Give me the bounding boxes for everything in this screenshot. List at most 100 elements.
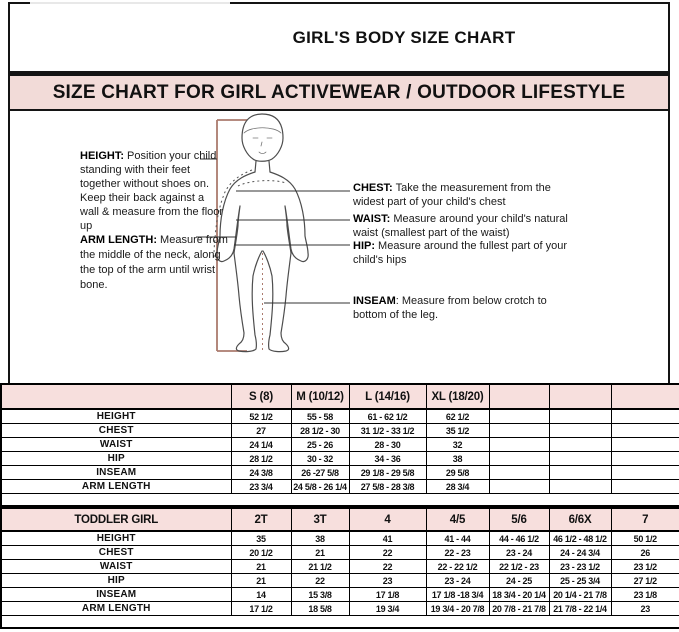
- girls-table-body: HEIGHT 52 1/2 55 - 58 61 - 62 1/2 62 1/2 CHES…: [0, 408, 679, 507]
- measurement-row: CHEST 27 28 1/2 - 30 31 1/2 - 33 1/2 35 1/2: [0, 423, 679, 438]
- leader-lines: [196, 158, 350, 304]
- size-value: [610, 479, 679, 494]
- banner: SIZE CHART FOR GIRL ACTIVEWEAR / OUTDOOR…: [8, 73, 670, 111]
- size-value: [548, 437, 612, 452]
- toddler-table-head: TODDLER GIRL 2T 3T 4 4/5 5/6 6/6X 7: [0, 507, 679, 532]
- size-header: M (10/12): [290, 383, 350, 410]
- inseam-annotation-text: : Measure from below crotch to bottom of…: [353, 295, 547, 321]
- size-header: 4/5: [425, 507, 490, 532]
- size-value: 15 3/8: [290, 587, 350, 602]
- size-value: 26 -27 5/8: [290, 465, 350, 480]
- size-header: [488, 383, 550, 410]
- size-value: 23 1/2: [610, 559, 679, 574]
- size-value: 19 3/4 - 20 7/8: [425, 601, 490, 616]
- size-value: 35 1/2: [425, 423, 490, 438]
- size-value: 28 3/4: [425, 479, 490, 494]
- size-value: 14: [230, 587, 292, 602]
- row-label: WAIST: [0, 437, 232, 452]
- size-header-row: TODDLER GIRL 2T 3T 4 4/5 5/6 6/6X 7: [0, 507, 679, 532]
- size-value: 26: [610, 545, 679, 560]
- size-value: [548, 451, 612, 466]
- size-value: 25 - 26: [290, 437, 350, 452]
- size-value: [548, 408, 612, 424]
- hip-annotation-label: HIP:: [353, 240, 375, 252]
- size-value: 32: [425, 437, 490, 452]
- measurement-row: ARM LENGTH 17 1/2 18 5/8 19 3/4 19 3/4 - 20 …: [0, 601, 679, 616]
- size-value: 21: [230, 573, 292, 588]
- size-value: 23 1/8: [610, 587, 679, 602]
- size-value: 18 3/4 - 20 1/4: [488, 587, 550, 602]
- size-value: 27: [230, 423, 292, 438]
- row-label: INSEAM: [0, 587, 232, 602]
- inseam-annotation: INSEAM: Measure from below crotch to bot…: [353, 294, 575, 322]
- measurement-row: HEIGHT 35 38 41 41 - 44 44 - 46 1/2 46 1/2 - 4…: [0, 530, 679, 546]
- size-value: 28 1/2: [230, 451, 292, 466]
- size-value: 41: [348, 530, 427, 546]
- size-value: 23 - 24: [488, 545, 550, 560]
- arm-length-annotation-text: Measure from the middle of the neck, alo…: [80, 234, 228, 291]
- hip-annotation-text: Measure around the fullest part of your …: [353, 240, 567, 266]
- size-value: 20 1/2: [230, 545, 292, 560]
- size-value: [488, 479, 550, 494]
- size-value: 21 7/8 - 22 1/4: [548, 601, 612, 616]
- row-label-header: TODDLER GIRL: [0, 507, 232, 532]
- size-value: [488, 423, 550, 438]
- inseam-annotation-label: INSEAM: [353, 295, 396, 307]
- size-value: 24 5/8 - 26 1/4: [290, 479, 350, 494]
- spacer-cell: [1, 493, 679, 507]
- row-label-header: [0, 383, 232, 410]
- size-value: [488, 465, 550, 480]
- height-annotation-label: HEIGHT:: [80, 150, 124, 162]
- size-value: 55 - 58: [290, 408, 350, 424]
- size-value: 44 - 46 1/2: [488, 530, 550, 546]
- spacer-row: [1, 615, 679, 629]
- size-header: L (14/16): [348, 383, 427, 410]
- child-figure-svg: [196, 113, 350, 353]
- waist-annotation-text: Measure around your child's natural wais…: [353, 213, 568, 239]
- face-details: [243, 127, 282, 154]
- size-value: 22 - 23: [425, 545, 490, 560]
- size-value: 21 1/2: [290, 559, 350, 574]
- size-value: 34 - 36: [348, 451, 427, 466]
- toddler-size-table: TODDLER GIRL 2T 3T 4 4/5 5/6 6/6X 7 HEIGHT 35 38 4…: [0, 507, 679, 629]
- measurement-row: WAIST 21 21 1/2 22 22 - 22 1/2 22 1/2 - 23 23 …: [0, 559, 679, 574]
- row-label: HEIGHT: [0, 530, 232, 546]
- arm-length-annotation: ARM LENGTH: Measure from the middle of t…: [80, 233, 230, 293]
- size-value: 18 5/8: [290, 601, 350, 616]
- size-value: 27 1/2: [610, 573, 679, 588]
- size-value: 61 - 62 1/2: [348, 408, 427, 424]
- size-value: 52 1/2: [230, 408, 292, 424]
- size-value: 21: [230, 559, 292, 574]
- chest-annotation-text: Take the measurement from the widest par…: [353, 182, 551, 208]
- size-value: 17 1/8 -18 3/4: [425, 587, 490, 602]
- size-value: 28 1/2 - 30: [290, 423, 350, 438]
- size-value: 23 - 24: [425, 573, 490, 588]
- size-value: [488, 451, 550, 466]
- size-header: [548, 383, 612, 410]
- size-value: 31 1/2 - 33 1/2: [348, 423, 427, 438]
- size-value: 17 1/8: [348, 587, 427, 602]
- measurement-row: HIP 28 1/2 30 - 32 34 - 36 38: [0, 451, 679, 466]
- measurement-row: HIP 21 22 23 23 - 24 24 - 25 25 - 25 3/4 27 1/2: [0, 573, 679, 588]
- size-value: [610, 423, 679, 438]
- size-header: 5/6: [488, 507, 550, 532]
- size-value: [548, 465, 612, 480]
- arm-length-annotation-label: ARM LENGTH:: [80, 234, 157, 246]
- measurement-row: ARM LENGTH 23 3/4 24 5/8 - 26 1/4 27 5/8 - …: [0, 479, 679, 494]
- size-header: 4: [348, 507, 427, 532]
- size-value: 22: [348, 545, 427, 560]
- chest-annotation-label: CHEST:: [353, 182, 393, 194]
- row-label: WAIST: [0, 559, 232, 574]
- size-header: 2T: [230, 507, 292, 532]
- size-value: 19 3/4: [348, 601, 427, 616]
- size-value: 46 1/2 - 48 1/2: [548, 530, 612, 546]
- row-label: ARM LENGTH: [0, 601, 232, 616]
- page-title: GIRL'S BODY SIZE CHART: [292, 28, 516, 47]
- size-value: 24 - 25: [488, 573, 550, 588]
- waist-annotation-label: WAIST:: [353, 213, 391, 225]
- size-value: 22 1/2 - 23: [488, 559, 550, 574]
- title-box: GIRL'S BODY SIZE CHART: [8, 2, 670, 73]
- size-value: 62 1/2: [425, 408, 490, 424]
- size-value: 38: [290, 530, 350, 546]
